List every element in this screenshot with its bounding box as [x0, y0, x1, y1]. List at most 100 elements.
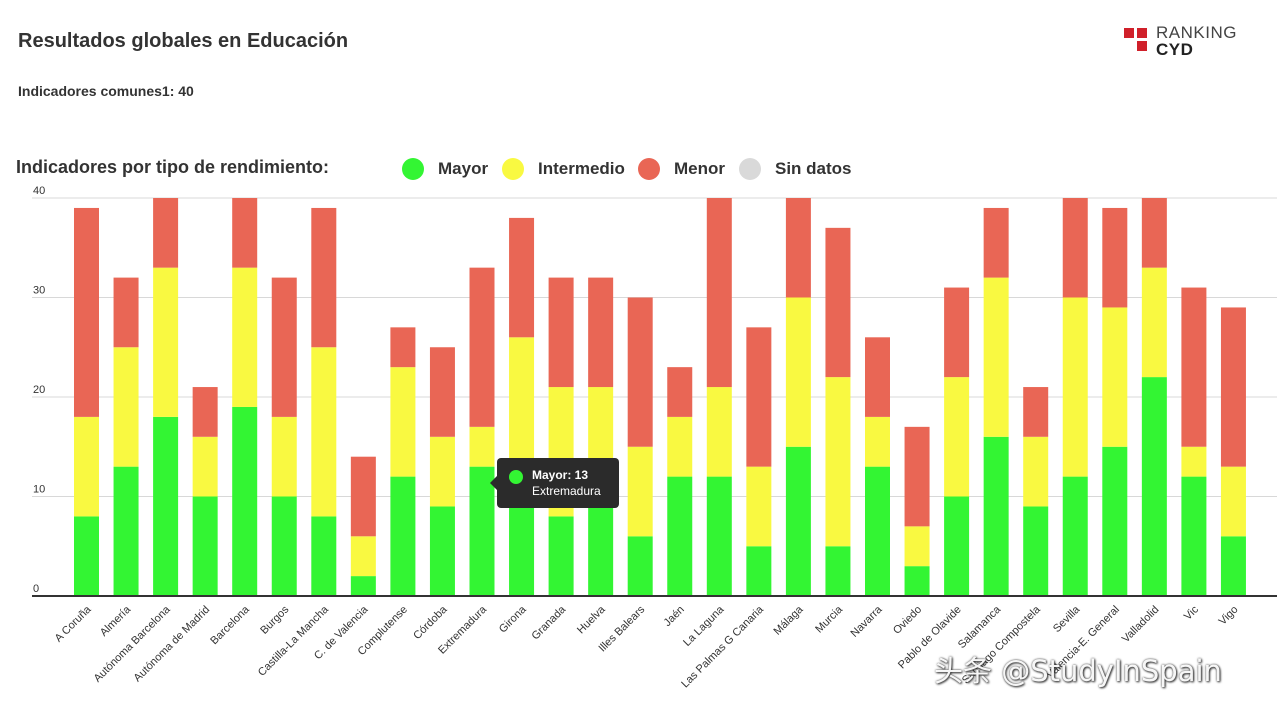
bar-segment[interactable]: [509, 496, 535, 597]
bar-segment[interactable]: [74, 207, 99, 417]
bar-segment[interactable]: [390, 476, 416, 596]
bar-segment[interactable]: [1141, 377, 1167, 596]
bar-segment[interactable]: [983, 436, 1009, 596]
bar-segment[interactable]: [1023, 387, 1049, 437]
bar-segment[interactable]: [825, 377, 851, 547]
bar-segment[interactable]: [746, 327, 772, 467]
bar-segment[interactable]: [311, 516, 337, 596]
bar-segment[interactable]: [588, 496, 614, 597]
bar-segment[interactable]: [192, 496, 218, 597]
bar-segment[interactable]: [390, 367, 416, 477]
legend-item-mayor[interactable]: Mayor: [402, 156, 488, 182]
bar-segment[interactable]: [153, 198, 179, 268]
bar-segment[interactable]: [785, 446, 811, 596]
bar-segment[interactable]: [271, 496, 297, 597]
bar-segment[interactable]: [1181, 446, 1207, 477]
bar-segment[interactable]: [74, 416, 99, 517]
x-tick-label: Jaén: [662, 604, 687, 629]
bar-segment[interactable]: [825, 227, 851, 378]
legend-item-menor[interactable]: Menor: [638, 156, 725, 182]
bar-segment[interactable]: [153, 267, 179, 417]
bar-segment[interactable]: [746, 546, 772, 596]
bar-segment[interactable]: [785, 297, 811, 447]
bar-segment[interactable]: [983, 277, 1009, 437]
legend-item-intermedio[interactable]: Intermedio: [502, 156, 625, 182]
bar-segment[interactable]: [1023, 506, 1049, 596]
bar-segment[interactable]: [1062, 198, 1088, 298]
x-tick-label: Córdoba: [411, 603, 450, 642]
bar-segment[interactable]: [429, 436, 455, 507]
x-tick-label: Granada: [529, 603, 568, 642]
bar-segment[interactable]: [944, 287, 970, 378]
x-tick-label: Castilla-La Mancha: [256, 603, 332, 679]
bar-segment[interactable]: [627, 536, 653, 596]
bar-segment[interactable]: [588, 277, 614, 388]
legend-label: Intermedio: [538, 159, 625, 178]
bar-segment[interactable]: [469, 267, 495, 427]
bar-segment[interactable]: [983, 207, 1009, 278]
bar-segment[interactable]: [706, 476, 732, 596]
bar-segment[interactable]: [904, 426, 930, 527]
bar-segment[interactable]: [390, 327, 416, 368]
bar-segment[interactable]: [746, 466, 772, 547]
bar-segment[interactable]: [667, 476, 693, 596]
bar-segment[interactable]: [469, 426, 495, 467]
legend-dot-icon: [638, 158, 660, 180]
bar-segment[interactable]: [667, 367, 693, 417]
bar-segment[interactable]: [113, 277, 139, 348]
x-tick-label: Huelva: [575, 603, 608, 636]
bar-segment[interactable]: [232, 198, 258, 268]
bar-segment[interactable]: [1181, 287, 1207, 447]
bar-segment[interactable]: [1141, 267, 1167, 378]
bar-segment[interactable]: [271, 416, 297, 497]
bar-segment[interactable]: [1023, 436, 1049, 507]
common-indicators-count: Indicadores comunes1: 40: [18, 83, 194, 99]
bar-segment[interactable]: [1220, 466, 1246, 537]
bar-segment[interactable]: [192, 387, 218, 437]
bar-segment[interactable]: [153, 416, 179, 596]
bar-segment[interactable]: [350, 456, 376, 537]
bar-segment[interactable]: [865, 466, 890, 596]
bar-segment[interactable]: [944, 377, 970, 497]
bar-segment[interactable]: [785, 198, 811, 298]
bar-segment[interactable]: [627, 297, 653, 447]
bar-segment[interactable]: [865, 337, 890, 417]
bar-segment[interactable]: [904, 566, 930, 596]
bar-segment[interactable]: [271, 277, 297, 417]
bar-segment[interactable]: [548, 277, 574, 388]
bar-segment[interactable]: [1181, 476, 1207, 596]
y-tick-label: 40: [33, 185, 45, 197]
bar-segment[interactable]: [825, 546, 851, 596]
bar-segment[interactable]: [232, 406, 258, 596]
bar-segment[interactable]: [311, 207, 337, 348]
bar-segment[interactable]: [311, 347, 337, 517]
bar-segment[interactable]: [113, 466, 139, 596]
bar-segment[interactable]: [429, 506, 455, 596]
legend-item-sin-datos[interactable]: Sin datos: [739, 156, 852, 182]
bar-segment[interactable]: [944, 496, 970, 597]
bar-segment[interactable]: [232, 267, 258, 407]
bar-segment[interactable]: [706, 198, 732, 388]
bar-segment[interactable]: [1062, 297, 1088, 477]
bar-segment[interactable]: [74, 516, 99, 596]
bar-segment[interactable]: [429, 347, 455, 437]
bar-segment[interactable]: [350, 536, 376, 577]
bar-segment[interactable]: [627, 446, 653, 537]
bar-segment[interactable]: [350, 576, 376, 596]
bar-segment[interactable]: [706, 387, 732, 477]
bar-segment[interactable]: [865, 416, 890, 467]
x-tick-label: Vic: [1182, 603, 1202, 623]
bar-segment[interactable]: [1102, 446, 1128, 596]
bar-segment[interactable]: [904, 526, 930, 567]
bar-segment[interactable]: [548, 516, 574, 596]
bar-segment[interactable]: [1141, 198, 1167, 268]
bar-segment[interactable]: [667, 416, 693, 477]
bar-segment[interactable]: [113, 347, 139, 467]
bar-segment[interactable]: [1220, 536, 1246, 596]
bar-segment[interactable]: [1062, 476, 1088, 596]
bar-segment[interactable]: [1102, 207, 1128, 308]
bar-segment[interactable]: [509, 217, 535, 338]
bar-segment[interactable]: [1102, 307, 1128, 447]
bar-segment[interactable]: [1220, 307, 1246, 467]
bar-segment[interactable]: [192, 436, 218, 497]
